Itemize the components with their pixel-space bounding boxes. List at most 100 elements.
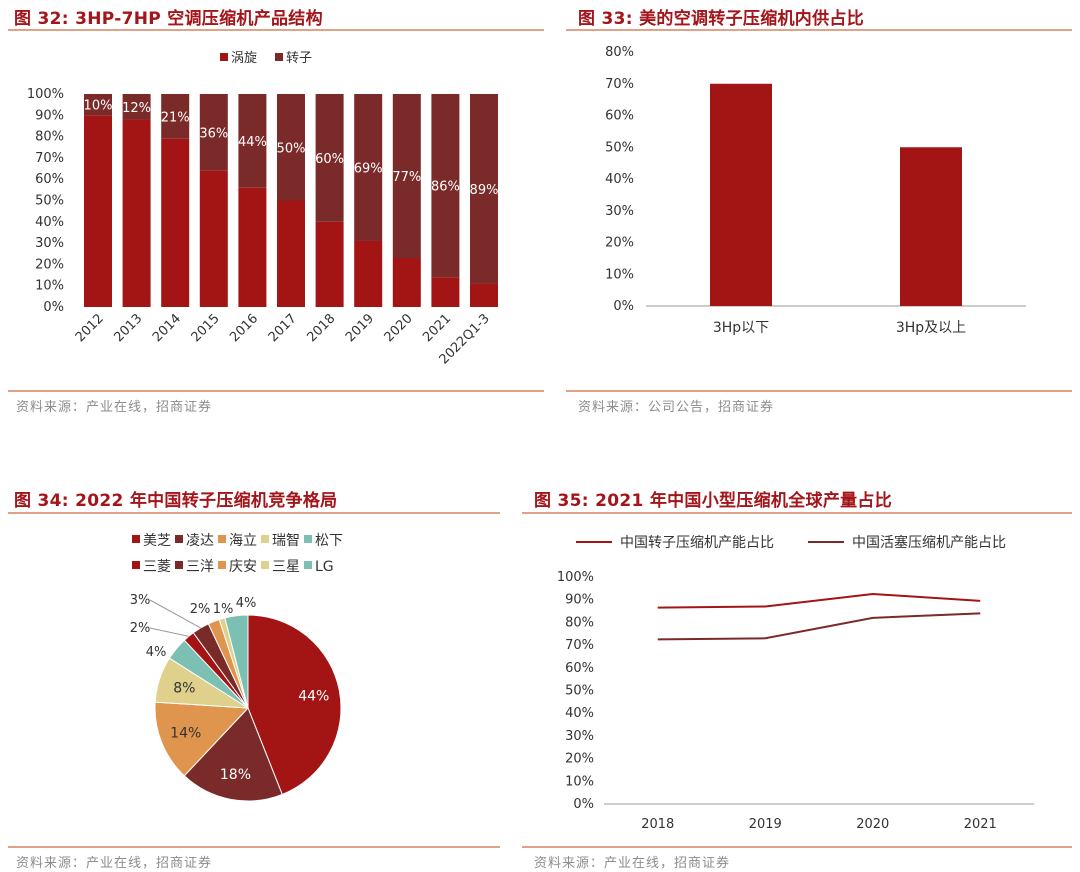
fig32-bar-rotary — [84, 94, 112, 116]
fig32-bar-rotary — [392, 94, 421, 259]
fig34-slice-label: 2% — [190, 602, 211, 617]
fig32-bar-rotary — [122, 94, 151, 120]
fig32-bar-scroll — [354, 240, 383, 307]
fig34-slice-label: 44% — [298, 688, 329, 704]
fig32-data-label: 44% — [238, 135, 267, 150]
fig34-pie-slice — [183, 707, 283, 802]
fig32-bar-scroll — [122, 119, 151, 307]
fig32-title-rule — [8, 29, 544, 31]
fig32-x-tick-label: 2014 — [150, 311, 184, 345]
fig34-title: 图 34: 2022 年中国转子压缩机竞争格局 — [14, 491, 338, 511]
fig33-title-rule — [566, 29, 1072, 31]
fig35-legend-label-rotary: 中国转子压缩机产能占比 — [620, 535, 774, 551]
fig32-legend-label-rotary: 转子 — [286, 51, 312, 66]
fig34-pie-slice — [154, 701, 250, 777]
fig32-bar-scroll — [161, 138, 190, 307]
fig32-data-label: 50% — [277, 141, 306, 156]
fig33-y-tick-label: 10% — [605, 267, 634, 282]
fig32-y-tick-label: 40% — [35, 215, 64, 230]
fig32-data-label: 86% — [431, 180, 460, 195]
fig34-source-rule — [8, 846, 500, 848]
fig34-legend-swatch — [132, 561, 140, 569]
fig32-data-label: 89% — [470, 183, 499, 198]
fig33-y-tick-label: 40% — [605, 172, 634, 187]
fig34-legend-swatch — [261, 535, 269, 543]
fig33-bar-chart: 0% 10% 20% 30% 40% 50% 60% 70% 80% 3Hp以下 3Hp及以上 — [605, 45, 1026, 336]
fig32-x-tick-label: 2018 — [304, 311, 338, 345]
fig35-y-tick-label: 10% — [565, 774, 594, 789]
fig34-legend-label: 瑞智 — [272, 533, 300, 549]
fig33-title: 图 33: 美的空调转子压缩机内供占比 — [578, 9, 864, 29]
fig32-data-label: 69% — [354, 161, 383, 176]
fig32-y-tick-label: 80% — [35, 130, 64, 145]
fig32-y-tick-label: 90% — [35, 108, 64, 123]
fig32-title: 图 32: 3HP-7HP 空调压缩机产品结构 — [14, 9, 323, 29]
fig32-bar-rotary — [354, 94, 383, 241]
fig34-legend-label: 美芝 — [143, 533, 171, 549]
fig32-data-label: 21% — [161, 110, 190, 125]
fig34-legend-label: 松下 — [315, 533, 343, 549]
fig34-pie-chart: 44%18%14%8%4%2%3%2% 1% 4%美芝 凌达 海立 瑞智 松下三菱 三洋 庆安三… — [130, 533, 343, 802]
fig35-source-rule — [522, 846, 1072, 848]
fig32-bar-scroll — [392, 258, 421, 307]
fig32-bar-rotary — [315, 94, 344, 222]
fig32-y-tick-label: 50% — [35, 194, 64, 209]
fig35-x-tick-label: 2021 — [964, 817, 997, 832]
fig32-y-tick-label: 30% — [35, 236, 64, 251]
fig34-slice-label: 14% — [170, 726, 201, 742]
fig32-x-tick-label: 2021 — [420, 311, 454, 345]
fig35-y-tick-label: 60% — [565, 661, 594, 676]
fig32-bar-rotary — [277, 94, 305, 201]
fig32-bar-rotary — [431, 94, 460, 278]
fig34-source: 资料来源：产业在线，招商证券 — [16, 856, 213, 871]
fig35-x-tick-label: 2018 — [641, 817, 674, 832]
fig34-leader-line — [149, 599, 201, 629]
fig34-legend-swatch — [175, 535, 183, 543]
fig35-y-tick-label: 80% — [565, 615, 594, 630]
fig34-legend-swatch — [132, 535, 140, 543]
fig32-y-tick-label: 70% — [35, 151, 64, 166]
fig34-slice-label: 4% — [236, 596, 257, 611]
fig35-y-tick-label: 70% — [565, 638, 594, 653]
fig32-legend-swatch-scroll — [220, 53, 228, 61]
fig33-y-tick-label: 80% — [605, 45, 634, 60]
fig32-data-label: 10% — [84, 99, 113, 114]
fig32-y-tick-label: 10% — [35, 279, 64, 294]
fig33-y-tick-label: 30% — [605, 204, 634, 219]
fig33-y-tick-label: 20% — [605, 236, 634, 251]
fig32-source: 资料来源：产业在线，招商证券 — [16, 400, 213, 415]
fig34-title-rule — [8, 512, 500, 514]
fig35-y-tick-label: 90% — [565, 593, 594, 608]
fig35-y-tick-label: 20% — [565, 752, 594, 767]
fig32-data-label: 60% — [315, 152, 344, 167]
fig32-stacked-bar-chart: 0% 10% 20% 30% 40% 50% 60% 70% 80% 90% 100% 10% 2012… — [27, 51, 499, 367]
fig33-x-tick-label: 3Hp以下 — [713, 320, 769, 336]
fig34-slice-label: 18% — [220, 767, 251, 783]
fig32-y-tick-label: 60% — [35, 172, 64, 187]
fig35-x-tick-label: 2019 — [749, 817, 782, 832]
fig33-y-tick-label: 0% — [613, 299, 634, 314]
fig34-legend-label: 庆安 — [229, 559, 257, 575]
fig32-bar-rotary — [470, 94, 498, 284]
fig35-line-rotary — [657, 593, 981, 609]
fig35-y-tick-label: 40% — [565, 706, 594, 721]
fig32-data-label: 77% — [392, 170, 421, 185]
fig35-legend-label-piston: 中国活塞压缩机产能占比 — [852, 534, 1006, 551]
fig32-legend-swatch-rotary — [275, 53, 283, 61]
fig32-y-tick-label: 20% — [35, 257, 64, 272]
fig32-bar-scroll — [84, 115, 112, 307]
fig33-bar — [710, 83, 772, 306]
fig32-bar-scroll — [431, 277, 460, 307]
fig32-legend-label-scroll: 涡旋 — [231, 51, 257, 66]
fig35-source: 资料来源：产业在线，招商证券 — [534, 856, 731, 871]
fig32-data-label: 36% — [199, 126, 228, 141]
fig32-x-tick-label: 2019 — [343, 311, 377, 345]
fig32-x-tick-label: 2020 — [382, 311, 416, 345]
fig35-y-tick-label: 100% — [557, 570, 594, 585]
fig32-source-rule — [8, 390, 544, 392]
fig32-bar-scroll — [277, 200, 305, 307]
fig34-pie-slice — [247, 614, 342, 796]
fig33-source-rule — [566, 390, 1072, 392]
fig34-legend-swatch — [261, 561, 269, 569]
fig32-x-tick-label: 2016 — [227, 311, 261, 345]
